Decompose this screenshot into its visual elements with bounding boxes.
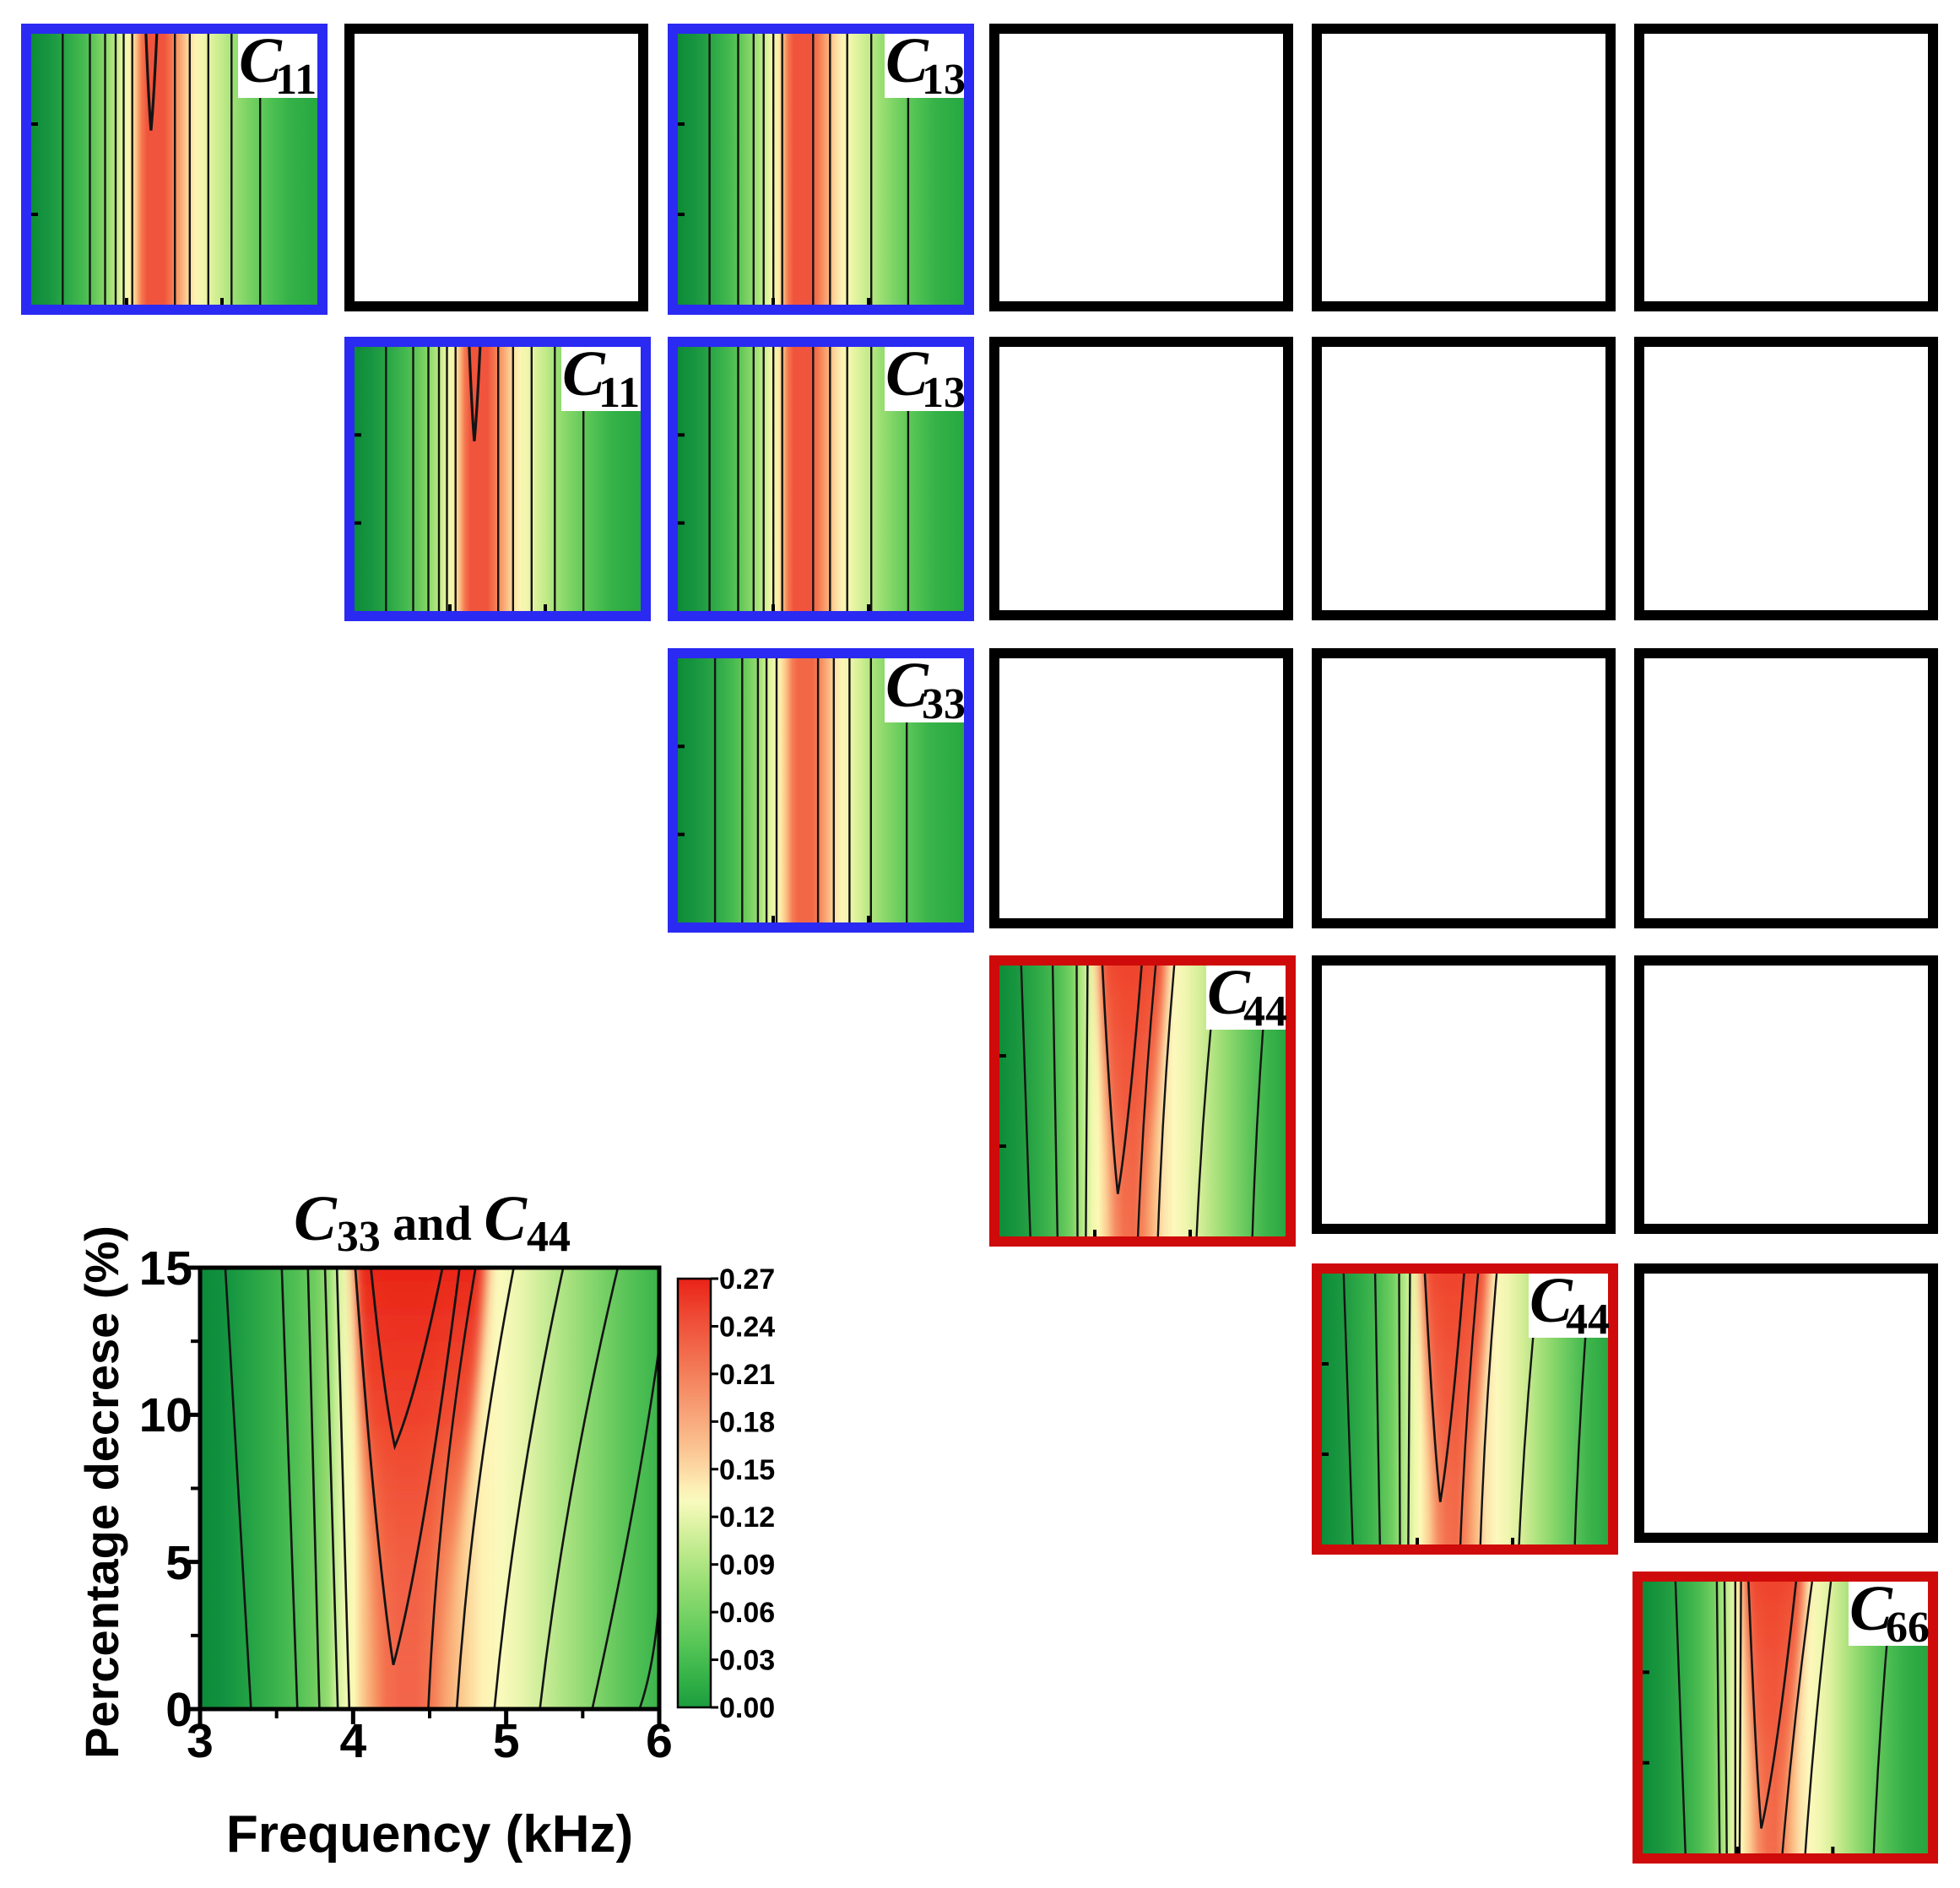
svg-text:C: C [885, 650, 929, 721]
svg-text:44: 44 [1566, 1296, 1610, 1344]
svg-text:C: C [885, 338, 929, 409]
svg-text:5: 5 [493, 1714, 520, 1768]
svg-text:C: C [885, 25, 929, 96]
svg-text:11: 11 [598, 369, 640, 417]
svg-text:0.21: 0.21 [719, 1359, 775, 1391]
svg-text:6: 6 [646, 1714, 673, 1768]
svg-text:C: C [1849, 1573, 1893, 1644]
svg-text:C: C [562, 338, 606, 409]
svg-text:Percentage decrese (%): Percentage decrese (%) [75, 1225, 128, 1759]
svg-text:Frequency (kHz): Frequency (kHz) [226, 1805, 633, 1864]
svg-text:13: 13 [922, 369, 966, 417]
svg-text:5: 5 [165, 1536, 192, 1590]
svg-text:0.18: 0.18 [719, 1406, 775, 1438]
svg-text:33: 33 [922, 680, 966, 728]
svg-text:C: C [1207, 957, 1251, 1028]
svg-text:4: 4 [339, 1714, 366, 1768]
svg-text:3: 3 [187, 1714, 214, 1768]
svg-text:0.15: 0.15 [719, 1454, 775, 1486]
svg-text:0.03: 0.03 [719, 1645, 775, 1677]
svg-text:C: C [1530, 1265, 1573, 1336]
svg-text:C33 and C44: C33 and C44 [294, 1183, 571, 1261]
svg-text:0: 0 [165, 1683, 192, 1737]
svg-text:0.12: 0.12 [719, 1501, 775, 1534]
svg-text:13: 13 [922, 56, 966, 104]
svg-text:44: 44 [1243, 987, 1287, 1036]
svg-text:0.27: 0.27 [719, 1263, 775, 1296]
svg-text:11: 11 [275, 56, 317, 104]
svg-text:0.09: 0.09 [719, 1550, 775, 1582]
svg-text:0.00: 0.00 [719, 1692, 775, 1724]
svg-text:66: 66 [1886, 1604, 1930, 1652]
svg-text:0.06: 0.06 [719, 1597, 775, 1629]
svg-text:C: C [239, 25, 283, 96]
svg-text:0.24: 0.24 [719, 1311, 775, 1343]
svg-text:10: 10 [139, 1388, 192, 1442]
svg-text:15: 15 [139, 1242, 192, 1296]
